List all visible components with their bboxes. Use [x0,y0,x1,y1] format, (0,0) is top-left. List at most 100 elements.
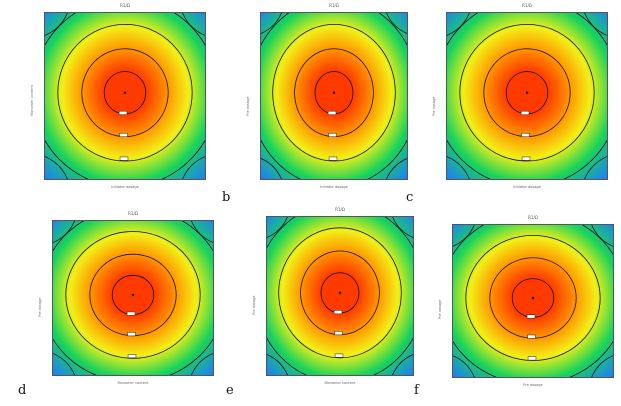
contour-value-tag [521,156,531,161]
contour-value-tag [126,311,136,316]
corner-contour-2 [584,13,607,36]
corner-contour-2 [182,13,205,36]
x-axis-label: Initiator dosage [513,185,541,189]
contour-value-tag [118,110,128,115]
x-axis-label: Initiator dosage [111,185,139,189]
contour-value-tag [127,354,137,359]
corner-contour-2 [386,13,407,34]
y-axis-label: Monomer content [30,85,34,117]
contour-plot-area [44,12,206,180]
corner-contour-3 [45,156,68,179]
contour-panel-5: R1/Ω Monomer content Pre dosage [252,207,414,385]
y-axis-label: Pre dosage [38,297,42,317]
contour-value-tag [527,334,536,339]
corner-contour-1 [267,217,288,238]
optimum-point [531,296,535,300]
x-axis-label: Monomer content [117,381,149,385]
contour-line-3 [65,231,201,359]
corner-contour-4 [386,158,407,179]
x-axis-label: Pre dosage [523,383,543,387]
contour-svg [261,13,407,179]
contour-value-tag [334,331,343,336]
plot-title: R1/Ω [329,3,339,8]
optimum-point [525,91,529,94]
contour-line-3 [459,23,595,162]
corner-contour-1 [261,13,282,34]
plot-title: R1/Ω [128,211,138,216]
corner-contour-4 [584,156,607,179]
contour-line-3 [278,227,402,359]
contour-plot-area [452,224,614,378]
panel-letter-d: d [18,383,27,398]
contour-panel-1: R1/Ω Initiator dosage Monomer content [30,3,206,189]
y-axis-label: Pre dosage [252,295,256,316]
optimum-point [332,91,336,94]
contour-value-tag [119,133,128,137]
corner-contour-3 [53,353,75,375]
plot-title: R1/Ω [522,3,532,8]
y-axis-label: Pre dosage [432,96,436,117]
x-axis-label: Initiator dosage [320,185,348,189]
contour-svg [53,221,213,375]
contour-line-3 [272,23,396,162]
corner-contour-2 [392,217,413,238]
response-surface-fill [267,217,413,375]
contour-svg [453,225,613,377]
optimum-point [123,91,127,94]
contour-value-tag [333,310,343,315]
plot-title: R1/Ω [335,207,345,212]
contour-value-tag [119,156,129,161]
contour-line-3 [57,23,193,162]
corner-contour-1 [45,13,68,36]
plot-title: R1/Ω [120,3,130,8]
contour-svg [447,13,607,179]
contour-svg [45,13,205,179]
panel-letter-e: e [226,383,234,398]
response-surface-fill [45,13,205,179]
contour-value-tag [520,110,530,115]
optimum-point [338,291,342,295]
contour-value-tag [334,353,344,358]
contour-panel-6: R1/Ω Pre dosage Pre dosage [438,215,614,387]
corner-contour-4 [182,156,205,179]
response-surface-fill [53,221,213,375]
panel-letter-b: b [222,190,231,205]
contour-panel-3: R1/Ω Initiator dosage Pre dosage [432,3,608,189]
plot-title: R1/Ω [528,215,538,220]
contour-plot-area [260,12,408,180]
contour-line-3 [465,235,601,361]
corner-contour-2 [591,225,613,247]
response-surface-fill [453,225,613,377]
corner-contour-1 [53,221,75,243]
contour-value-tag [521,133,530,137]
contour-value-tag [328,156,338,161]
corner-contour-3 [447,156,470,179]
panel-letter-f: f [414,383,419,398]
contour-value-tag [526,314,536,319]
corner-contour-4 [191,353,213,375]
corner-contour-3 [267,354,288,375]
contour-svg [267,217,413,375]
contour-panel-4: R1/Ω Monomer content Pre dosage [38,211,214,385]
corner-contour-3 [261,158,282,179]
corner-contour-1 [447,13,470,36]
contour-plot-area [446,12,608,180]
corner-contour-2 [191,221,213,243]
optimum-point [131,293,135,297]
contour-value-tag [527,356,537,361]
x-axis-label: Monomer content [324,381,356,385]
y-axis-label: Pre dosage [438,300,442,320]
response-surface-fill [447,13,607,179]
contour-value-tag [327,110,337,115]
corner-contour-1 [453,225,475,247]
contour-value-tag [127,332,136,337]
y-axis-label: Pre dosage [246,96,250,117]
corner-contour-4 [392,354,413,375]
contour-plot-area [52,220,214,376]
contour-value-tag [328,133,337,137]
corner-contour-4 [591,355,613,377]
response-surface-fill [261,13,407,179]
panel-letter-c: c [406,190,414,205]
corner-contour-3 [453,355,475,377]
contour-panel-2: R1/Ω Initiator dosage Pre dosage [246,3,408,189]
